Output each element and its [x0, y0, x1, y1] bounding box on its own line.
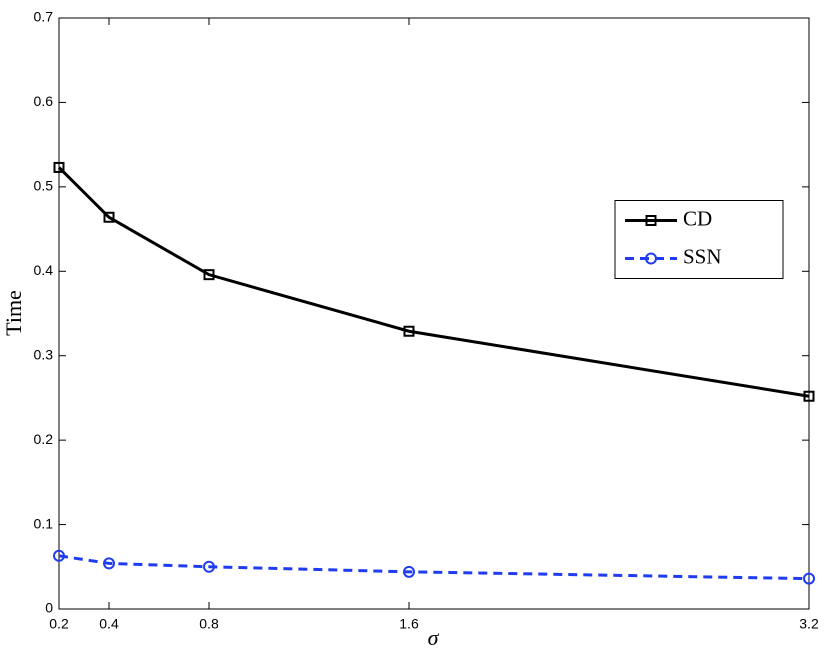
series-line [57, 166, 810, 398]
point [53, 161, 65, 173]
y-tick-label: 0.1 [34, 515, 54, 531]
y-tick-label: 0.7 [34, 9, 54, 25]
x-tick-label: 1.6 [399, 616, 419, 632]
point [403, 565, 415, 578]
y-tick-label: 0 [45, 600, 53, 616]
point [803, 572, 815, 585]
point [803, 390, 815, 402]
y-tick-label: 0.6 [34, 93, 54, 109]
x-tick-label: 0.4 [99, 616, 119, 632]
plot-frame [58, 17, 810, 610]
legend-label: CD [683, 206, 712, 230]
point [103, 557, 115, 570]
x-axis-label: σ [428, 625, 440, 650]
x-tick-label: 0.8 [199, 616, 219, 632]
point [403, 325, 415, 337]
legend-label: SSN [683, 244, 722, 268]
y-tick-label: 0.2 [34, 431, 54, 447]
y-tick-label: 0.3 [34, 346, 54, 362]
y-tick-label: 0.4 [34, 262, 54, 278]
y-tick-label: 0.5 [34, 178, 54, 194]
legend-box [614, 200, 784, 279]
x-tick-label: 3.2 [799, 616, 819, 632]
point [103, 211, 115, 223]
point [203, 269, 215, 281]
legend-marker [645, 215, 657, 226]
y-axis-label: Time [1, 290, 26, 336]
x-tick-label: 0.2 [49, 616, 69, 632]
point [53, 549, 65, 562]
legend-marker [645, 252, 657, 265]
point [203, 560, 215, 573]
series-line [58, 554, 810, 581]
